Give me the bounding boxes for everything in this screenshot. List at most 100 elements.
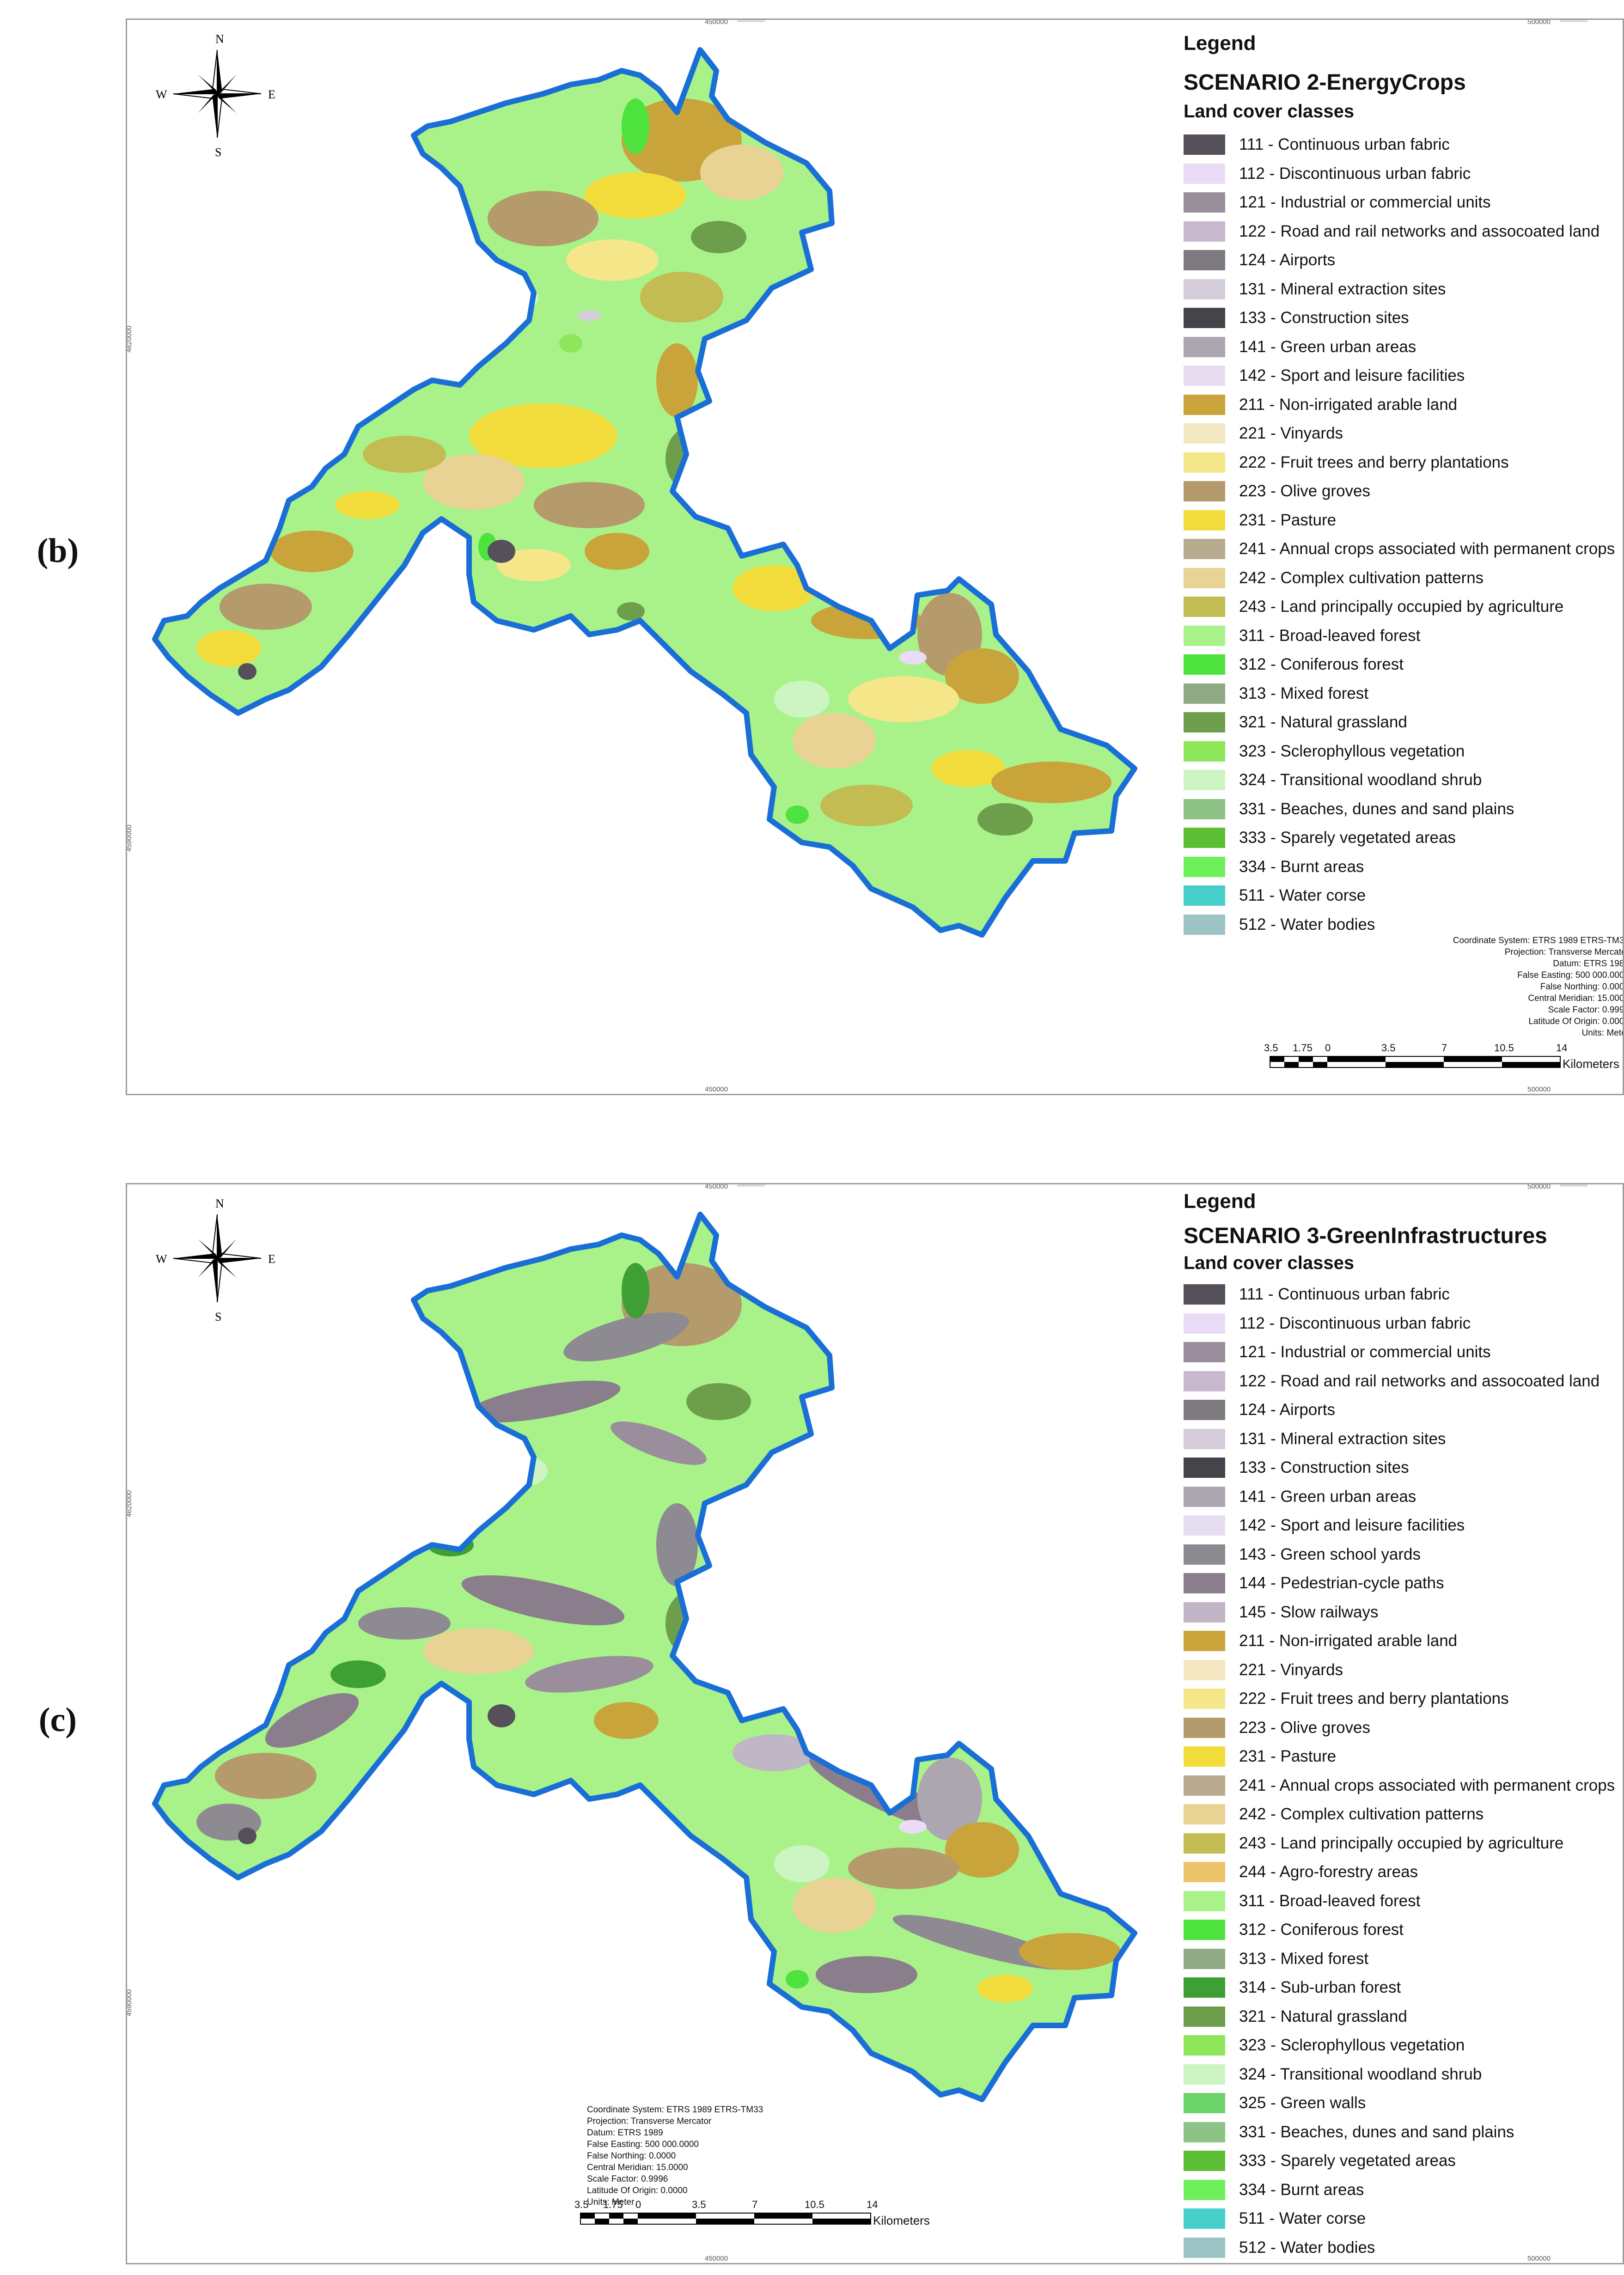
legend-swatch xyxy=(1184,1833,1225,1854)
land-cover-map-scenario-2 xyxy=(127,20,1190,1083)
legend-swatch xyxy=(1184,741,1225,762)
legend-swatch xyxy=(1184,1371,1225,1391)
compass-e: E xyxy=(268,1252,275,1266)
legend-item-label: 323 - Sclerophyllous vegetation xyxy=(1239,2036,1465,2054)
coordinate-system-line: Datum: ETRS 1989 xyxy=(587,2128,663,2138)
legend-item: 145 - Slow railways xyxy=(1184,1598,1623,1626)
top-x-tick-2: 500000 xyxy=(1527,18,1551,26)
legend-swatch xyxy=(1184,366,1225,386)
legend-swatch xyxy=(1184,452,1225,473)
legend-item-label: 145 - Slow railways xyxy=(1239,1603,1379,1621)
legend-item: 222 - Fruit trees and berry plantations xyxy=(1184,448,1623,476)
legend-subtitle: Land cover classes xyxy=(1184,101,1355,122)
legend-item: 313 - Mixed forest xyxy=(1184,679,1623,708)
legend-item: 311 - Broad-leaved forest xyxy=(1184,621,1623,650)
top-x-tick-1: 450000 xyxy=(705,1183,728,1190)
compass-n: N xyxy=(215,32,224,46)
legend-swatch xyxy=(1184,683,1225,704)
legend-item: 512 - Water bodies xyxy=(1184,2233,1623,2262)
legend-swatch xyxy=(1184,856,1225,877)
coordinate-system-line: False Northing: 0.0000 xyxy=(1540,982,1624,992)
legend-swatch xyxy=(1184,481,1225,501)
legend-item-label: 223 - Olive groves xyxy=(1239,1718,1371,1737)
legend-item: 243 - Land principally occupied by agric… xyxy=(1184,592,1623,621)
legend-item-label: 124 - Airports xyxy=(1239,1401,1336,1419)
legend-item: 314 - Sub-urban forest xyxy=(1184,1973,1623,2001)
coordinate-system-line: Coordinate System: ETRS 1989 ETRS-TM33 xyxy=(1453,936,1624,945)
legend-item-label: 122 - Road and rail networks and assocoa… xyxy=(1239,1372,1600,1390)
coordinate-system-line: Central Meridian: 15.0000 xyxy=(587,2163,688,2172)
legend-item-label: 241 - Annual crops associated with perma… xyxy=(1239,540,1615,558)
legend-swatch xyxy=(1184,1515,1225,1536)
land-cover-map-scenario-3 xyxy=(127,1184,1190,2247)
legend-item-label: 231 - Pasture xyxy=(1239,1747,1337,1765)
coordinate-system-line: False Easting: 500 000.0000 xyxy=(1517,970,1624,980)
coordinate-system-line: False Easting: 500 000.0000 xyxy=(587,2140,699,2149)
legend-title: Legend xyxy=(1184,1190,1256,1213)
legend-swatch xyxy=(1184,885,1225,906)
legend-swatch xyxy=(1184,1659,1225,1680)
legend-item-label: 243 - Land principally occupied by agric… xyxy=(1239,1834,1564,1852)
legend-item-label: 111 - Continuous urban fabric xyxy=(1239,1285,1450,1303)
legend-item: 333 - Sparely vegetated areas xyxy=(1184,2146,1623,2175)
legend-swatch xyxy=(1184,2151,1225,2171)
legend-item-label: 141 - Green urban areas xyxy=(1239,337,1416,356)
coordinate-system-line: Datum: ETRS 1989 xyxy=(1553,959,1624,969)
legend-item: 244 - Agro-forestry areas xyxy=(1184,1857,1623,1886)
top-x-tick-mark-1 xyxy=(737,1184,765,1187)
scale-tick-1: 1.75 xyxy=(1293,1042,1313,1054)
legend-item: 122 - Road and rail networks and assocoa… xyxy=(1184,217,1623,245)
scale-tick-3: 3.5 xyxy=(1381,1042,1396,1054)
legend-swatch xyxy=(1184,510,1225,531)
compass-n: N xyxy=(215,1197,224,1210)
legend-item: 312 - Coniferous forest xyxy=(1184,1915,1623,1944)
map-frame-scenario-3: 450000 500000 450000 500000 4620000 4590… xyxy=(126,1183,1624,2264)
legend-item: 321 - Natural grassland xyxy=(1184,708,1623,736)
legend-item-label: 131 - Mineral extraction sites xyxy=(1239,1429,1446,1448)
legend-item-label: 313 - Mixed forest xyxy=(1239,1949,1369,1968)
coordinate-system-line: Projection: Transverse Mercator xyxy=(587,2116,712,2126)
legend-swatch xyxy=(1184,1602,1225,1622)
legend-item: 221 - Vinyards xyxy=(1184,419,1623,447)
legend-item: 313 - Mixed forest xyxy=(1184,1944,1623,1973)
legend-item: 222 - Fruit trees and berry plantations xyxy=(1184,1684,1623,1713)
legend-swatch xyxy=(1184,914,1225,935)
compass-s: S xyxy=(215,146,221,159)
legend-item-label: 324 - Transitional woodland shrub xyxy=(1239,771,1482,789)
top-x-tick-mark-2 xyxy=(1560,1184,1587,1187)
legend-swatch xyxy=(1184,712,1225,732)
coordinate-system-line: Units: Meter xyxy=(1581,1028,1623,1038)
legend-swatch xyxy=(1184,1284,1225,1305)
legend-item: 241 - Annual crops associated with perma… xyxy=(1184,1771,1623,1799)
scale-tick-1: 1.75 xyxy=(603,2199,623,2210)
legend-swatch xyxy=(1184,1977,1225,1998)
legend-item: 221 - Vinyards xyxy=(1184,1655,1623,1684)
legend-swatch xyxy=(1184,1573,1225,1593)
legend-swatch xyxy=(1184,1804,1225,1824)
legend-item: 334 - Burnt areas xyxy=(1184,852,1623,881)
legend-item-label: 121 - Industrial or commercial units xyxy=(1239,1343,1491,1361)
legend-item-label: 512 - Water bodies xyxy=(1239,915,1375,933)
legend-swatch xyxy=(1184,597,1225,617)
coordinate-system-info: Coordinate System: ETRS 1989 ETRS-TM33 Pr… xyxy=(587,2104,864,2208)
legend-item-label: 144 - Pedestrian-cycle paths xyxy=(1239,1574,1444,1592)
legend-item-label: 242 - Complex cultivation patterns xyxy=(1239,568,1484,587)
legend-swatch xyxy=(1184,279,1225,299)
compass-e: E xyxy=(268,88,275,101)
legend-swatch xyxy=(1184,134,1225,155)
legend-item-label: 124 - Airports xyxy=(1239,251,1336,269)
legend-item-label: 223 - Olive groves xyxy=(1239,482,1371,500)
legend-swatch xyxy=(1184,799,1225,819)
legend-item: 121 - Industrial or commercial units xyxy=(1184,188,1623,216)
legend-item-label: 311 - Broad-leaved forest xyxy=(1239,626,1421,645)
legend-item: 512 - Water bodies xyxy=(1184,910,1623,939)
legend-item: 133 - Construction sites xyxy=(1184,303,1623,332)
compass-w: W xyxy=(156,1252,167,1266)
legend-item-label: 112 - Discontinuous urban fabric xyxy=(1239,164,1471,183)
land-cover-patches xyxy=(155,50,1135,935)
legend-swatch xyxy=(1184,1717,1225,1738)
legend-item-label: 312 - Coniferous forest xyxy=(1239,1921,1404,1939)
bottom-x-tick-2: 500000 xyxy=(1527,2255,1551,2263)
legend-item-label: 133 - Construction sites xyxy=(1239,309,1409,327)
panel-b-label: (b) xyxy=(37,532,79,570)
